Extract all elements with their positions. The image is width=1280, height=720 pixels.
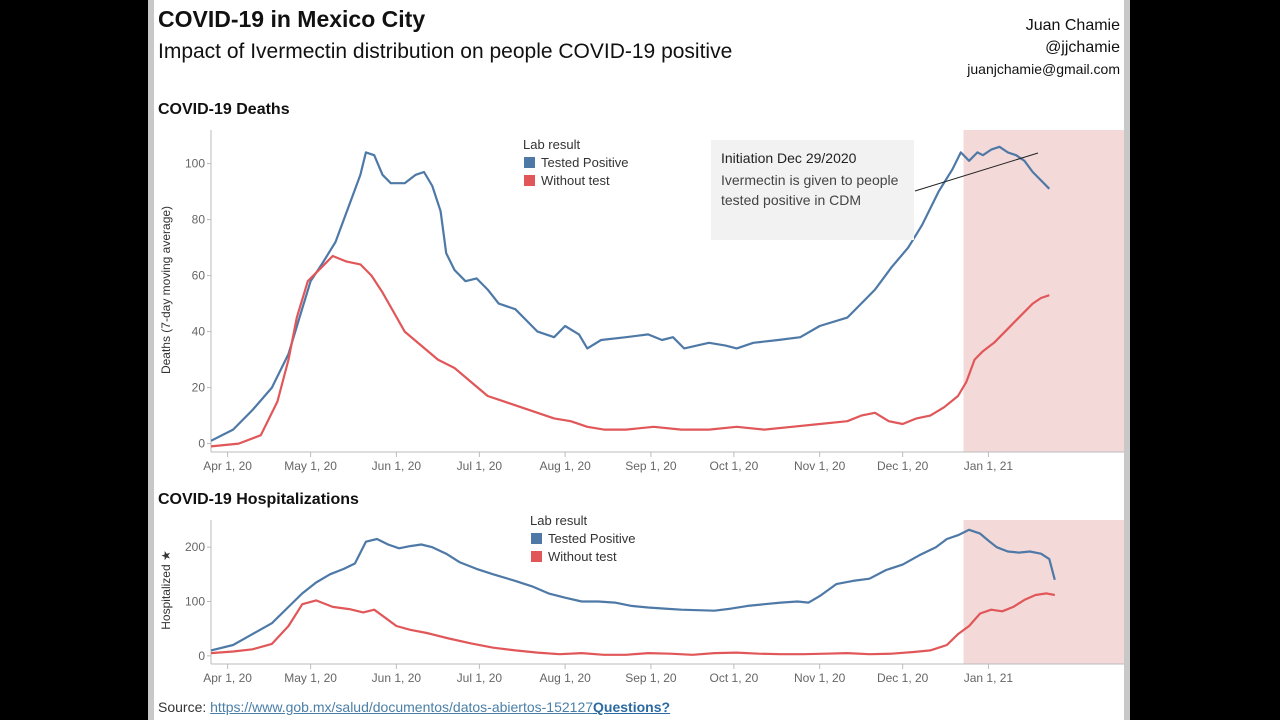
x-tick-label: Jun 1, 20 [372, 671, 422, 685]
x-tick-label: Aug 1, 20 [539, 459, 591, 473]
annotation-heading: Initiation Dec 29/2020 [721, 150, 857, 166]
deaths-chart-title: COVID-19 Deaths [158, 101, 290, 118]
y-tick-label: 40 [192, 325, 206, 339]
y-tick-label: 0 [198, 437, 205, 451]
page-subtitle: Impact of Ivermectin distribution on peo… [158, 40, 733, 63]
series-line-tested-positive [210, 145, 1051, 442]
hospitalizations-chart-title: COVID-19 Hospitalizations [158, 491, 359, 508]
x-tick-label: Oct 1, 20 [710, 459, 759, 473]
x-tick-label: May 1, 20 [284, 671, 337, 685]
x-tick-label: Nov 1, 20 [794, 671, 846, 685]
x-tick-label: Apr 1, 20 [203, 459, 252, 473]
x-tick-label: Nov 1, 20 [794, 459, 846, 473]
x-tick-label: Aug 1, 20 [539, 671, 591, 685]
legend-swatch [531, 551, 542, 562]
x-tick-label: Jun 1, 20 [372, 459, 422, 473]
x-tick-label: Dec 1, 20 [877, 459, 929, 473]
legend-swatch [524, 157, 535, 168]
x-tick-label: Oct 1, 20 [710, 671, 759, 685]
y-tick-label: 200 [185, 540, 205, 554]
legend-label: Without test [548, 549, 617, 564]
legend-label: Without test [541, 173, 610, 188]
y-tick-label: 20 [192, 381, 206, 395]
annotation-pointer-line [914, 152, 1039, 192]
y-axis-label: Hospitalized ★ [159, 550, 173, 629]
x-tick-label: Jul 1, 20 [457, 459, 503, 473]
y-tick-label: 60 [192, 269, 206, 283]
legend-title: Lab result [530, 513, 587, 528]
series-line-tested-positive [210, 528, 1056, 652]
author-name: Juan Chamie [1025, 17, 1120, 34]
x-tick-label: Apr 1, 20 [203, 671, 252, 685]
ivermectin-period-highlight [963, 130, 1124, 452]
annotation-body: Ivermectin is given to people tested pos… [721, 172, 899, 208]
questions-link[interactable]: Questions? [593, 699, 671, 715]
series-line-without-test [210, 254, 1050, 448]
x-tick-label: Sep 1, 20 [625, 459, 677, 473]
source-link[interactable]: https://www.gob.mx/salud/documentos/dato… [210, 699, 594, 715]
x-tick-label: Jan 1, 21 [964, 459, 1014, 473]
legend-title: Lab result [523, 137, 580, 152]
x-tick-label: May 1, 20 [284, 459, 337, 473]
legend-label: Tested Positive [541, 155, 628, 170]
ivermectin-period-highlight [963, 520, 1124, 664]
source-label: Source: [158, 699, 207, 715]
legend-label: Tested Positive [548, 531, 635, 546]
y-tick-label: 80 [192, 213, 206, 227]
y-axis-label: Deaths (7-day moving average) [159, 206, 173, 374]
page-title: COVID-19 in Mexico City [158, 6, 426, 32]
author-email: juanjchamie@gmail.com [967, 61, 1120, 77]
frame-right-border [1124, 0, 1130, 720]
frame-left-border [148, 0, 154, 720]
y-tick-label: 0 [198, 649, 205, 663]
deaths-chart: 0 20 40 60 80 100 Apr 1, 20 May 1, 20 Jun 1, 20 J… [159, 130, 1124, 473]
legend-swatch [531, 533, 542, 544]
source-line: Source: https://www.gob.mx/salud/documen… [158, 699, 670, 715]
x-tick-label: Jan 1, 21 [964, 671, 1014, 685]
hospitalizations-chart: 0 100 200 Apr 1, 20 May 1, 20 Jun 1, 20 Jul 1,… [159, 513, 1124, 685]
y-tick-label: 100 [185, 595, 205, 609]
chart-panel: COVID-19 in Mexico City Impact of Iverme… [148, 0, 1130, 720]
annotation-box: Initiation Dec 29/2020 Ivermectin is giv… [711, 140, 914, 240]
y-tick-label: 100 [185, 157, 205, 171]
series-line-without-test [210, 592, 1056, 656]
author-block: Juan Chamie @jjchamie juanjchamie@gmail.… [967, 15, 1120, 79]
author-handle: @jjchamie [1045, 39, 1120, 56]
legend-swatch [524, 175, 535, 186]
x-tick-label: Jul 1, 20 [457, 671, 503, 685]
x-tick-label: Sep 1, 20 [625, 671, 677, 685]
x-tick-label: Dec 1, 20 [877, 671, 929, 685]
